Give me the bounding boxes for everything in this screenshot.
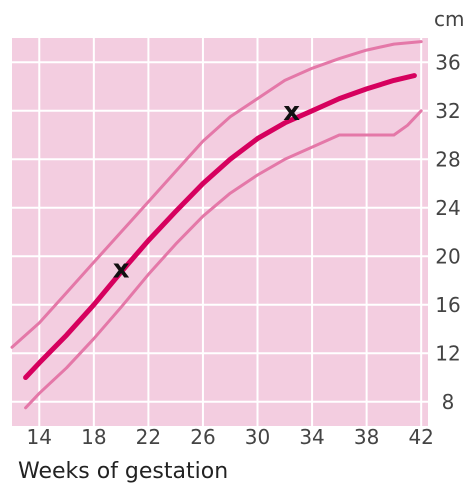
x-tick-label-18: 18 [81,425,106,449]
y-tick-label-12: 12 [435,341,460,365]
x-axis-label: Weeks of gestation [18,459,228,484]
x-tick-label-30: 30 [245,425,270,449]
y-tick-label-20: 20 [435,244,460,268]
y-unit-label: cm [434,7,464,31]
y-tick-label-36: 36 [435,50,460,74]
x-tick-label-22: 22 [136,425,161,449]
series-line-lower-band [24,109,423,410]
x-tick-label-34: 34 [299,425,324,449]
marker-layer: xx [113,97,300,285]
measurement-marker-0: x [113,254,130,284]
x-tick-label-14: 14 [27,425,52,449]
y-tick-label-16: 16 [435,293,460,317]
x-tick-label-42: 42 [408,425,433,449]
x-tick-label-26: 26 [190,425,215,449]
y-tick-label-24: 24 [435,196,460,220]
series-line-upper-band [10,40,423,349]
y-tick-label-8: 8 [442,390,455,414]
grid-lines [12,38,428,426]
measurement-marker-1: x [283,97,300,127]
series-layer [10,40,423,410]
x-tick-labels: 14 18 22 26 30 34 38 42 [27,425,434,449]
x-tick-label-38: 38 [354,425,379,449]
y-tick-labels: 8 12 16 20 24 28 32 36 [435,50,460,414]
y-tick-label-28: 28 [435,147,460,171]
series-line-median [23,73,417,380]
plot-background [12,38,428,426]
y-tick-label-32: 32 [435,99,460,123]
